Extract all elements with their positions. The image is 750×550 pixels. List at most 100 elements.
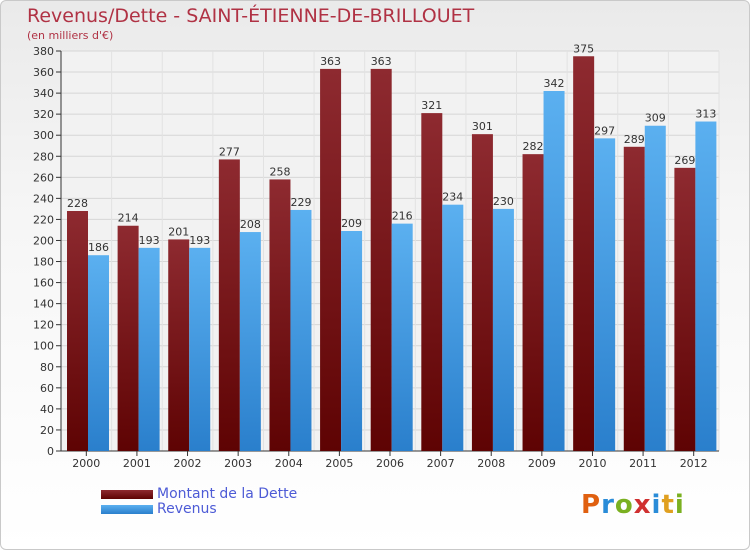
bar-revenus-2005	[341, 231, 363, 451]
bar-debt-2010	[573, 56, 595, 452]
x-tick-label-2001: 2001	[123, 457, 151, 470]
bar-debt-2000	[67, 211, 88, 451]
data-label-revenus-2012: 313	[695, 108, 716, 121]
data-label-revenus-2003: 208	[240, 218, 261, 231]
x-tick-label-2004: 2004	[275, 457, 303, 470]
bar-revenus-2010	[594, 138, 616, 452]
logo-letter: i	[651, 490, 662, 520]
bar-revenus-2003	[239, 232, 261, 451]
y-tick-label: 0	[47, 445, 54, 458]
data-label-revenus-2007: 234	[442, 191, 463, 204]
y-tick-label: 120	[33, 319, 54, 332]
y-tick-label: 340	[33, 87, 54, 100]
x-tick-label-2008: 2008	[477, 457, 505, 470]
logo-letter: t	[661, 490, 675, 520]
x-tick-label-2005: 2005	[325, 457, 353, 470]
bar-debt-2007	[421, 113, 443, 452]
y-tick-label: 200	[33, 234, 54, 247]
bar-debt-2001	[117, 225, 139, 451]
y-tick-label: 80	[40, 361, 54, 374]
bar-debt-2005	[320, 68, 342, 451]
data-label-revenus-2009: 342	[544, 77, 565, 90]
x-tick-label-2002: 2002	[174, 457, 202, 470]
data-label-revenus-2011: 309	[645, 112, 666, 125]
y-tick-label: 20	[40, 424, 54, 437]
bar-debt-2011	[623, 146, 645, 451]
bar-revenus-2002	[189, 247, 211, 451]
data-label-revenus-2005: 209	[341, 217, 362, 230]
bar-revenus-2006	[391, 223, 413, 451]
data-label-debt-2006: 363	[371, 55, 392, 68]
y-tick-label: 260	[33, 171, 54, 184]
x-tick-label-2007: 2007	[427, 457, 455, 470]
data-label-debt-2012: 269	[674, 154, 695, 167]
logo-letter: i	[674, 490, 685, 520]
data-label-debt-2007: 321	[421, 99, 442, 112]
y-tick-label: 100	[33, 340, 54, 353]
x-tick-label-2011: 2011	[629, 457, 657, 470]
bar-layer	[67, 56, 717, 452]
data-label-revenus-2008: 230	[493, 195, 514, 208]
data-label-debt-2008: 301	[472, 120, 493, 133]
data-label-revenus-2004: 229	[290, 196, 311, 209]
bar-revenus-2008	[492, 208, 514, 451]
data-label-revenus-2010: 297	[594, 124, 615, 137]
bar-revenus-2009	[543, 91, 565, 451]
data-label-debt-2011: 289	[624, 133, 645, 146]
legend-swatch-debt	[101, 490, 153, 499]
data-label-revenus-2001: 193	[139, 234, 160, 247]
data-label-debt-2004: 258	[269, 165, 290, 178]
y-tick-label: 380	[33, 45, 54, 58]
legend-label-revenus: Revenus	[157, 501, 217, 517]
y-tick-label: 160	[33, 277, 54, 290]
y-tick-label: 40	[40, 403, 54, 416]
x-tick-label-2009: 2009	[528, 457, 556, 470]
data-label-revenus-2002: 193	[189, 234, 210, 247]
bar-debt-2008	[471, 134, 493, 451]
y-tick-label: 180	[33, 256, 54, 269]
chart-subtitle: (en milliers d'€)	[27, 29, 114, 42]
y-tick-label: 220	[33, 213, 54, 226]
chart-title: Revenus/Dette - SAINT-ÉTIENNE-DE-BRILLOU…	[27, 5, 475, 27]
bar-debt-2012	[674, 167, 696, 451]
bar-revenus-2011	[644, 125, 666, 451]
proxiti-logo: Proxiti	[581, 490, 685, 520]
bar-revenus-2001	[138, 247, 160, 451]
bar-debt-2009	[522, 154, 544, 451]
data-label-debt-2005: 363	[320, 55, 341, 68]
y-tick-label: 240	[33, 192, 54, 205]
x-tick-label-2000: 2000	[72, 457, 100, 470]
bar-revenus-2000	[88, 255, 109, 451]
logo-letter: P	[581, 490, 602, 520]
logo-letter: o	[614, 490, 634, 520]
bar-debt-2002	[168, 239, 190, 451]
data-label-debt-2010: 375	[573, 42, 594, 55]
bar-debt-2006	[370, 68, 392, 451]
data-label-debt-2009: 282	[523, 140, 544, 153]
legend-swatch-revenus	[101, 505, 153, 514]
x-tick-label-2006: 2006	[376, 457, 404, 470]
y-tick-label: 300	[33, 129, 54, 142]
data-label-debt-2002: 201	[168, 225, 189, 238]
x-tick-label-2010: 2010	[578, 457, 606, 470]
label-layer: 0 20 40 60 80 100 120 140 160 180 200 220 240 260 280 3…	[33, 42, 716, 470]
data-label-revenus-2006: 216	[392, 210, 413, 223]
y-tick-label: 140	[33, 298, 54, 311]
x-tick-label-2003: 2003	[224, 457, 252, 470]
y-tick-label: 320	[33, 108, 54, 121]
bar-revenus-2007	[442, 204, 464, 451]
logo-letter: x	[633, 490, 652, 520]
data-label-debt-2000: 228	[67, 197, 88, 210]
bar-revenus-2004	[290, 209, 312, 451]
bar-debt-2004	[269, 179, 291, 451]
bar-revenus-2012	[695, 121, 717, 452]
legend-label-debt: Montant de la Dette	[157, 486, 298, 502]
data-label-debt-2003: 277	[219, 145, 240, 158]
y-tick-label: 280	[33, 150, 54, 163]
data-label-debt-2001: 214	[118, 212, 139, 225]
x-tick-label-2012: 2012	[680, 457, 708, 470]
data-label-revenus-2000: 186	[88, 241, 109, 254]
y-tick-label: 60	[40, 382, 54, 395]
